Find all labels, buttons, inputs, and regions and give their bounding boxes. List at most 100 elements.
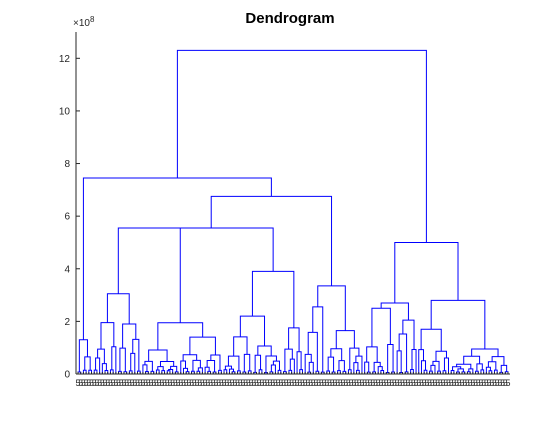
dendrogram-link xyxy=(119,347,126,372)
leaf-label: 5 xyxy=(278,378,283,388)
leaf-label: 5 xyxy=(438,378,443,388)
dendrogram-link xyxy=(84,356,91,371)
leaf-label: 5 xyxy=(497,378,502,388)
leaf-label: 5 xyxy=(414,378,419,388)
dendrogram-link xyxy=(117,227,181,323)
leaf-label: 5 xyxy=(186,378,191,388)
leaf-label: 5 xyxy=(273,378,278,388)
leaf-label: 5 xyxy=(470,378,475,388)
dendrogram-link xyxy=(210,354,221,371)
leaf-label: 5 xyxy=(138,378,143,388)
leaf-label: 5 xyxy=(468,378,473,388)
leaf-label: 5 xyxy=(492,378,497,388)
leaf-label: 5 xyxy=(289,378,294,388)
leaf-label: 5 xyxy=(397,378,402,388)
leaf-label: 5 xyxy=(505,378,510,388)
dendrogram-link xyxy=(257,345,272,356)
dendrogram-link xyxy=(420,328,442,352)
leaf-label: 5 xyxy=(370,378,375,388)
leaf-label: 5 xyxy=(143,378,148,388)
leaf-label: 5 xyxy=(92,378,97,388)
leaf-label: 5 xyxy=(500,378,505,388)
dendrogram-link xyxy=(142,364,148,374)
leaf-label: 5 xyxy=(357,378,362,388)
leaf-label: 5 xyxy=(305,378,310,388)
leaf-label: 5 xyxy=(192,378,197,388)
leaf-label: 5 xyxy=(257,378,262,388)
y-tick-label: 2 xyxy=(64,317,70,328)
leaf-label: 5 xyxy=(100,378,105,388)
leaf-label: 5 xyxy=(208,378,213,388)
dendrogram-link xyxy=(78,339,88,373)
leaf-label: 5 xyxy=(119,378,124,388)
leaf-label: 5 xyxy=(159,378,164,388)
dendrogram-link xyxy=(373,361,381,372)
leaf-label: 5 xyxy=(213,378,218,388)
dendrogram-link xyxy=(288,327,300,352)
leaf-label: 5 xyxy=(75,378,80,388)
dendrogram-link xyxy=(82,177,272,340)
dendrogram-link xyxy=(402,319,415,350)
leaf-label: 5 xyxy=(132,378,137,388)
dendrogram-link xyxy=(239,315,266,347)
dendrogram-link xyxy=(487,361,497,371)
leaf-labels: 5555555555555555555555555555555555555555… xyxy=(75,372,511,388)
leaf-label: 5 xyxy=(89,378,94,388)
dendrogram-link xyxy=(148,349,168,362)
leaf-label: 5 xyxy=(154,378,159,388)
leaf-label: 5 xyxy=(103,378,108,388)
leaf-label: 5 xyxy=(113,378,118,388)
leaf-label: 5 xyxy=(170,378,175,388)
chart-title: Dendrogram xyxy=(245,10,334,27)
leaf-label: 5 xyxy=(316,378,321,388)
dendrogram-link xyxy=(317,285,346,331)
dendrogram-link xyxy=(251,270,295,328)
leaf-label: 5 xyxy=(362,378,367,388)
leaf-label: 5 xyxy=(465,378,470,388)
dendrogram-link xyxy=(132,338,140,372)
leaf-label: 5 xyxy=(243,378,248,388)
leaf-label: 5 xyxy=(424,378,429,388)
leaf-label: 5 xyxy=(400,378,405,388)
leaf-label: 5 xyxy=(384,378,389,388)
dendrogram-link xyxy=(304,353,312,374)
leaf-label: 5 xyxy=(481,378,486,388)
dendrogram-link xyxy=(463,355,481,365)
dendrogram-link xyxy=(100,322,115,350)
leaf-label: 5 xyxy=(121,378,126,388)
leaf-label: 5 xyxy=(405,378,410,388)
leaf-label: 5 xyxy=(227,378,232,388)
dendrogram-link xyxy=(394,241,459,303)
leaf-label: 5 xyxy=(140,378,145,388)
leaf-label: 5 xyxy=(443,378,448,388)
y-tick-label: 6 xyxy=(64,212,70,223)
leaf-label: 5 xyxy=(351,378,356,388)
dendrogram-link xyxy=(168,369,174,374)
leaf-label: 5 xyxy=(284,378,289,388)
dendrogram-link xyxy=(243,353,251,373)
y-tick-label: 12 xyxy=(59,54,71,65)
dendrogram-link xyxy=(491,356,505,366)
leaf-label: 5 xyxy=(432,378,437,388)
leaf-label: 5 xyxy=(173,378,178,388)
dendrogram-link xyxy=(233,336,248,357)
leaf-label: 5 xyxy=(200,378,205,388)
leaf-label: 5 xyxy=(441,378,446,388)
leaf-label: 5 xyxy=(460,378,465,388)
leaf-label: 5 xyxy=(157,378,162,388)
leaf-label: 5 xyxy=(203,378,208,388)
leaf-label: 5 xyxy=(454,378,459,388)
dendrogram-link xyxy=(330,348,343,361)
leaf-label: 5 xyxy=(451,378,456,388)
dendrogram-link xyxy=(192,359,201,372)
leaf-label: 5 xyxy=(181,378,186,388)
dendrogram-link xyxy=(366,346,378,363)
dendrogram-link xyxy=(97,348,105,364)
leaf-label: 5 xyxy=(403,378,408,388)
leaf-label: 5 xyxy=(224,378,229,388)
y-exponent-label: ×108 xyxy=(73,15,95,29)
leaf-label: 5 xyxy=(478,378,483,388)
leaf-label: 5 xyxy=(484,378,489,388)
leaf-label: 5 xyxy=(354,378,359,388)
